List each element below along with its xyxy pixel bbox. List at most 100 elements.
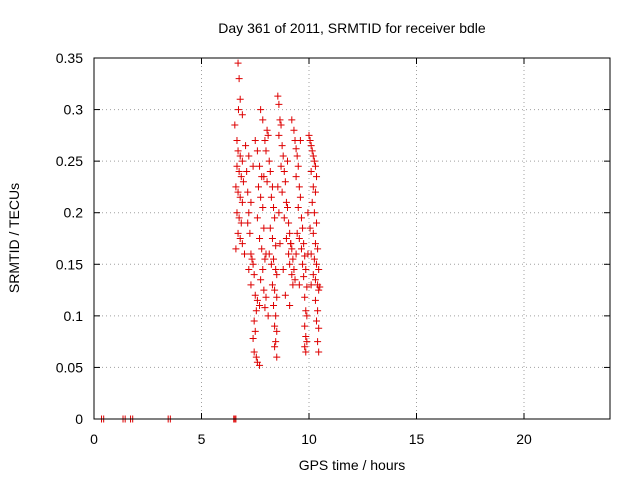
data-point (261, 255, 269, 263)
data-point (315, 348, 323, 356)
data-point (271, 286, 279, 294)
data-point (256, 361, 264, 369)
data-point (295, 183, 303, 191)
data-point (277, 162, 285, 170)
data-point (315, 265, 323, 273)
x-tick-label: 20 (516, 431, 532, 447)
data-point (306, 224, 314, 232)
data-point (233, 137, 241, 145)
data-point (288, 245, 296, 253)
y-tick-label: 0 (75, 411, 83, 427)
data-point (290, 126, 298, 134)
data-point (272, 338, 280, 346)
data-point (313, 173, 321, 181)
data-point (250, 317, 258, 325)
data-point (302, 307, 310, 315)
data-point (268, 235, 276, 242)
data-point (272, 265, 280, 273)
data-point (307, 281, 315, 289)
data-point (297, 245, 305, 253)
data-point (294, 162, 302, 170)
data-point (311, 276, 319, 284)
data-point (241, 250, 248, 258)
y-tick-label: 0.05 (56, 359, 83, 375)
data-point (313, 317, 321, 325)
data-point (272, 312, 280, 320)
data-point (277, 121, 285, 129)
data-point (256, 162, 264, 170)
data-point (251, 137, 259, 145)
data-point (252, 353, 260, 361)
data-point (274, 183, 282, 191)
data-point (236, 193, 244, 201)
data-point (247, 250, 255, 258)
data-point (245, 152, 253, 160)
data-point (304, 209, 312, 217)
data-point (280, 167, 288, 175)
data-point (260, 173, 268, 181)
x-tick-label: 5 (198, 431, 206, 447)
data-point (295, 281, 303, 289)
data-point (261, 137, 269, 145)
data-point (265, 157, 273, 165)
data-point (291, 276, 299, 284)
data-point (299, 260, 307, 268)
data-point (250, 271, 258, 279)
data-point (249, 335, 257, 343)
data-point (278, 142, 286, 150)
data-point (281, 178, 289, 186)
data-point (242, 142, 250, 150)
data-point (262, 250, 270, 258)
data-point (256, 302, 264, 310)
data-point (239, 178, 247, 186)
data-point (236, 235, 244, 242)
data-point (256, 235, 264, 242)
data-point (314, 245, 322, 253)
data-point (287, 240, 295, 248)
data-point (279, 265, 287, 273)
data-point (270, 204, 278, 212)
data-point (313, 219, 321, 227)
data-point (266, 167, 274, 175)
data-points (98, 59, 324, 423)
data-point (301, 322, 309, 330)
data-point (280, 214, 288, 222)
data-point (254, 183, 262, 191)
data-point (243, 167, 251, 175)
data-point (247, 281, 255, 289)
data-point (249, 162, 257, 170)
data-point (236, 95, 244, 103)
data-point (259, 204, 267, 212)
data-point (308, 198, 316, 206)
data-point (234, 229, 242, 237)
data-point (293, 229, 301, 237)
chart-title: Day 361 of 2011, SRMTID for receiver bdl… (218, 20, 486, 36)
data-point (244, 219, 252, 227)
data-point (310, 209, 318, 217)
data-point (309, 271, 317, 279)
data-point (303, 338, 311, 346)
data-point (263, 178, 271, 186)
data-point (235, 214, 243, 222)
data-point (251, 327, 259, 335)
data-point (253, 214, 261, 222)
data-point (296, 137, 304, 145)
data-point (311, 296, 319, 304)
axis-ticks (93, 57, 610, 420)
data-point (278, 188, 286, 196)
data-point (288, 271, 296, 279)
data-point (253, 296, 261, 304)
data-point (246, 229, 254, 237)
data-point (234, 59, 242, 67)
data-point (259, 116, 267, 124)
data-point (266, 224, 274, 232)
data-point (238, 198, 246, 206)
data-point (289, 281, 297, 289)
data-point (284, 204, 291, 212)
data-point (276, 116, 284, 124)
data-point (315, 324, 323, 332)
data-point (235, 75, 243, 83)
data-point (264, 131, 272, 139)
data-point (235, 167, 243, 175)
